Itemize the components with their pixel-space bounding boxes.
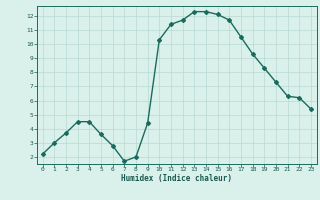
X-axis label: Humidex (Indice chaleur): Humidex (Indice chaleur) <box>121 174 232 183</box>
